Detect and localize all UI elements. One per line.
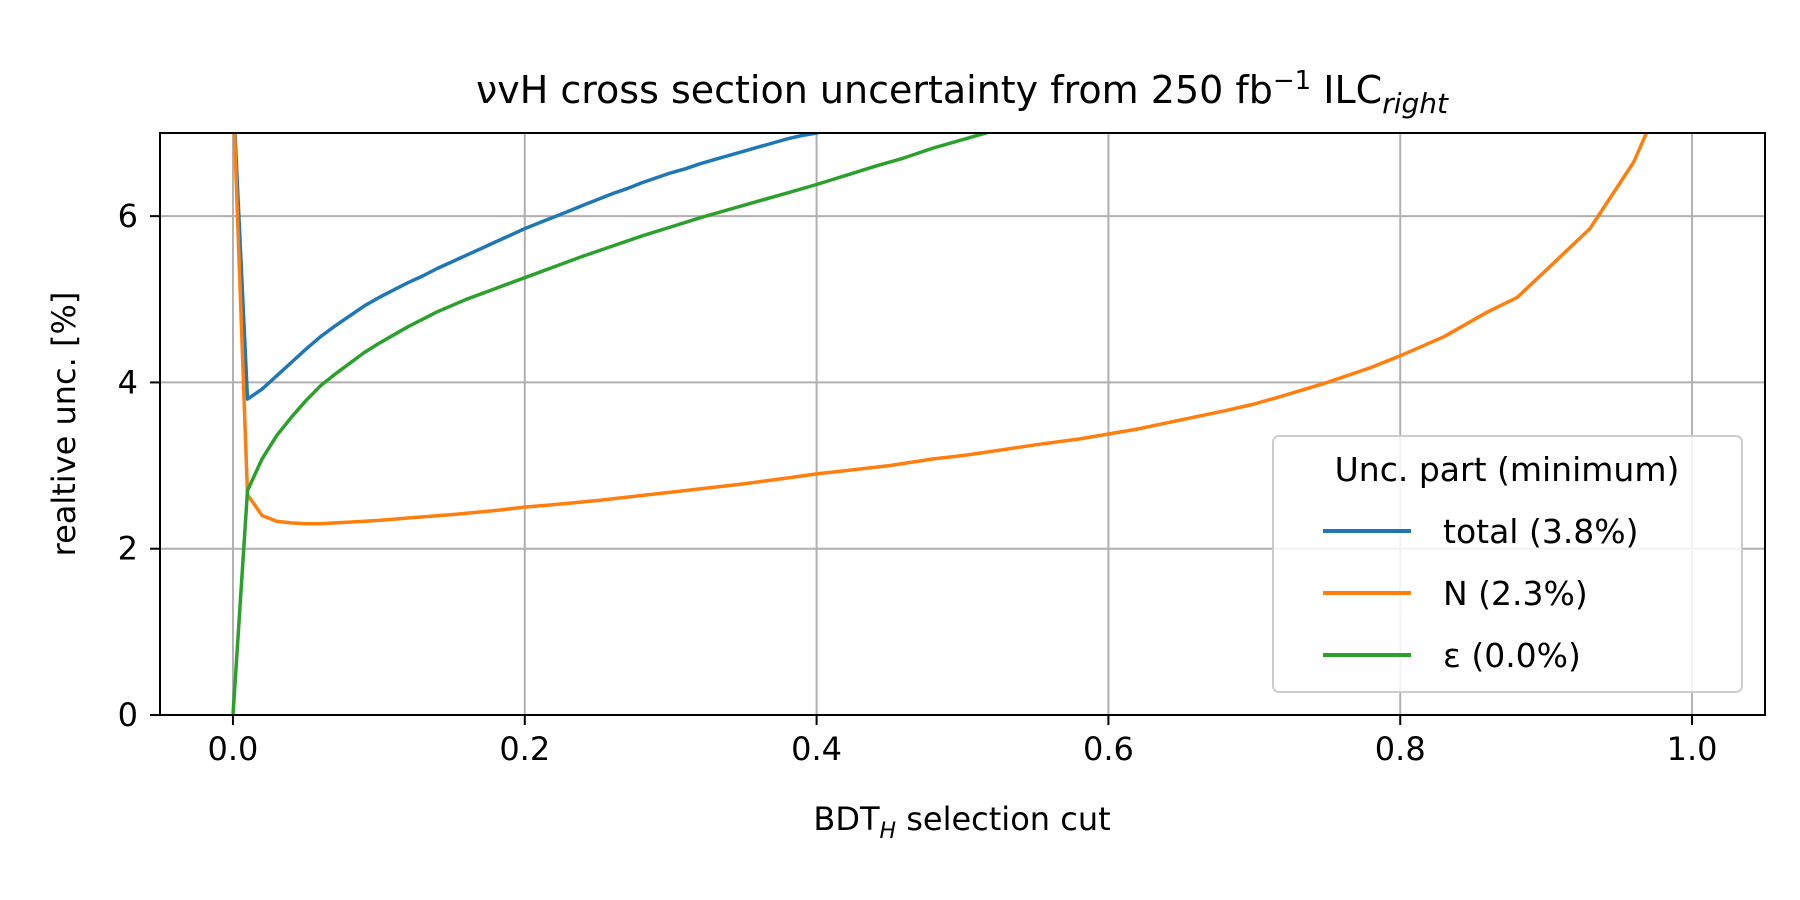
x-tick-label: 0.4	[791, 730, 842, 768]
legend-entry-1: N (2.3%)	[1443, 574, 1588, 613]
chart-title-mid: ILC	[1311, 68, 1382, 112]
y-axis-label: realtive unc. [%]	[45, 292, 83, 557]
x-tick-label: 0.8	[1375, 730, 1426, 768]
legend-title: Unc. part (minimum)	[1335, 450, 1680, 489]
y-tick-label: 4	[118, 363, 138, 401]
x-axis-label-sub: H	[880, 819, 897, 844]
series-lines	[231, 133, 1649, 715]
y-tick-label: 6	[118, 197, 138, 235]
x-tick-label: 0.6	[1083, 730, 1134, 768]
x-axis-label-rest: selection cut	[896, 800, 1111, 838]
legend-box	[1272, 435, 1743, 693]
y-tick-label: 2	[118, 530, 138, 568]
y-tick-label: 0	[118, 696, 138, 734]
chart-title-sup: −1	[1273, 66, 1311, 96]
legend-entries: total (3.8%) N (2.3%) ε (0.0%)	[1323, 512, 1639, 675]
x-tick-label: 1.0	[1667, 730, 1718, 768]
chart-title-sub: right	[1382, 87, 1449, 120]
legend: Unc. part (minimum) total (3.8%) N (2.3%)…	[1272, 435, 1743, 693]
legend-entry-0: total (3.8%)	[1443, 512, 1639, 551]
chart-title: νvH cross section uncertainty from 250 f…	[476, 66, 1449, 120]
x-axis-label-main: BDT	[813, 800, 880, 838]
x-axis-label: BDTH selection cut	[813, 800, 1110, 844]
legend-entry-2: ε (0.0%)	[1443, 636, 1581, 675]
series-line-0	[233, 133, 823, 401]
x-tick-label: 0.2	[499, 730, 550, 768]
x-tick-label: 0.0	[208, 730, 259, 768]
series-line-1	[232, 133, 1649, 526]
chart-title-main: νvH cross section uncertainty from 250 f…	[476, 68, 1273, 112]
plot-frame	[159, 132, 1766, 716]
series-line-2	[231, 133, 993, 715]
y-ticks: 0 2 4 6	[118, 197, 160, 734]
x-ticks: 0.0 0.2 0.4 0.6 0.8 1.0	[208, 715, 1718, 768]
